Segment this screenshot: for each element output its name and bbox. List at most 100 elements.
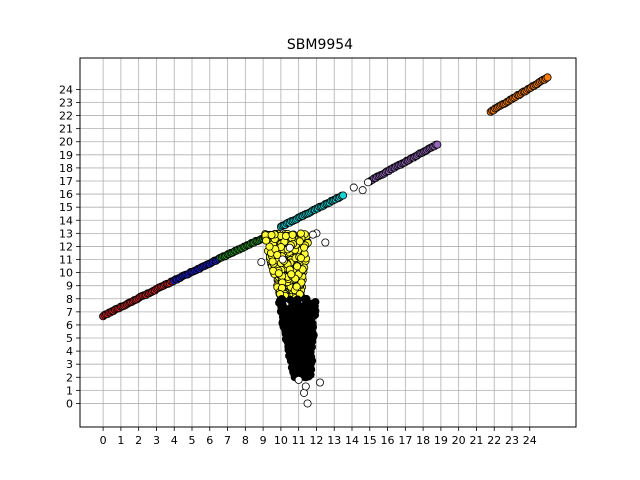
y-tick-label: 22 <box>59 110 73 123</box>
data-point <box>265 242 274 251</box>
data-point <box>292 282 301 291</box>
x-tick-label: 17 <box>398 434 412 447</box>
x-tick-label: 10 <box>274 434 288 447</box>
y-tick-label: 2 <box>66 371 73 384</box>
data-point <box>283 319 292 328</box>
y-tick-label: 10 <box>59 267 73 280</box>
y-tick-label: 19 <box>59 149 73 162</box>
data-point <box>286 309 295 318</box>
data-point <box>277 294 286 303</box>
data-point <box>304 359 313 368</box>
y-tick-label: 6 <box>66 319 73 332</box>
data-point <box>363 178 372 187</box>
data-point <box>433 140 442 149</box>
y-tick-label: 15 <box>59 201 73 214</box>
x-tick-label: 21 <box>469 434 483 447</box>
data-point <box>300 367 309 376</box>
x-tick-label: 3 <box>153 434 160 447</box>
data-point <box>302 316 311 325</box>
x-tick-label: 1 <box>117 434 124 447</box>
x-tick-label: 9 <box>260 434 267 447</box>
data-point <box>291 348 300 357</box>
y-tick-label: 14 <box>59 214 73 227</box>
chart-title: SBM9954 <box>287 37 353 53</box>
x-tick-label: 5 <box>189 434 196 447</box>
x-tick-label: 20 <box>452 434 466 447</box>
data-point <box>301 340 310 349</box>
x-tick-label: 23 <box>505 434 519 447</box>
y-tick-label: 24 <box>59 83 73 96</box>
data-point <box>299 354 308 363</box>
grid <box>80 58 576 427</box>
y-tick-label: 11 <box>59 254 73 267</box>
x-tick-label: 11 <box>292 434 306 447</box>
y-tick-label: 18 <box>59 162 73 175</box>
data-points <box>99 73 552 408</box>
x-tick-label: 13 <box>327 434 341 447</box>
data-point <box>287 270 296 279</box>
data-point <box>293 262 302 271</box>
data-point <box>358 186 367 195</box>
x-tick-label: 15 <box>363 434 377 447</box>
y-tick-label: 8 <box>66 293 73 306</box>
data-point <box>300 243 309 252</box>
plot-frame <box>79 57 577 428</box>
x-tick-label: 12 <box>309 434 323 447</box>
y-tick-label: 17 <box>59 175 73 188</box>
data-point <box>273 251 282 260</box>
x-tick-label: 4 <box>171 434 178 447</box>
y-tick-label: 3 <box>66 358 73 371</box>
data-point <box>267 231 276 240</box>
x-tick-label: 0 <box>100 434 107 447</box>
data-point <box>285 243 294 252</box>
y-tick-label: 21 <box>59 123 73 136</box>
data-point <box>293 299 302 308</box>
x-tick-label: 6 <box>206 434 213 447</box>
data-point <box>299 388 308 397</box>
data-point <box>294 375 303 384</box>
y-tick-label: 23 <box>59 96 73 109</box>
y-tick-label: 0 <box>66 397 73 410</box>
data-point <box>349 183 358 192</box>
data-point <box>339 191 348 200</box>
x-tick-label: 2 <box>135 434 142 447</box>
data-point <box>262 236 271 245</box>
x-tick-label: 16 <box>381 434 395 447</box>
data-point <box>295 237 304 246</box>
data-point <box>289 339 298 348</box>
y-tick-label: 13 <box>59 227 73 240</box>
data-point <box>286 332 295 341</box>
data-point <box>303 399 312 408</box>
data-point <box>278 255 287 264</box>
y-tick-label: 7 <box>66 306 73 319</box>
y-tick-label: 12 <box>59 240 73 253</box>
x-tick-label: 8 <box>242 434 249 447</box>
y-tick-label: 1 <box>66 384 73 397</box>
axis-ticks: 0 1 2 3 4 5 6 7 8 9 10 11 12 13 14 15 16 17 18 19 20 21 22 23 24… <box>59 83 537 447</box>
x-tick-label: 22 <box>487 434 501 447</box>
data-point <box>315 378 324 387</box>
data-point <box>281 327 290 336</box>
data-point <box>296 229 305 238</box>
data-point <box>281 231 290 240</box>
y-tick-label: 20 <box>59 136 73 149</box>
data-point <box>308 230 317 239</box>
x-tick-label: 14 <box>345 434 359 447</box>
data-point <box>301 296 310 305</box>
data-point <box>306 329 315 338</box>
y-tick-label: 16 <box>59 188 73 201</box>
data-point <box>295 332 304 341</box>
data-point <box>296 254 305 263</box>
data-point <box>257 258 266 267</box>
data-point <box>268 257 277 266</box>
y-tick-label: 9 <box>66 280 73 293</box>
data-point <box>308 302 317 311</box>
y-tick-label: 5 <box>66 332 73 345</box>
x-tick-label: 18 <box>416 434 430 447</box>
data-point <box>301 382 310 391</box>
x-tick-label: 19 <box>434 434 448 447</box>
x-tick-label: 24 <box>523 434 537 447</box>
data-point <box>274 269 283 278</box>
